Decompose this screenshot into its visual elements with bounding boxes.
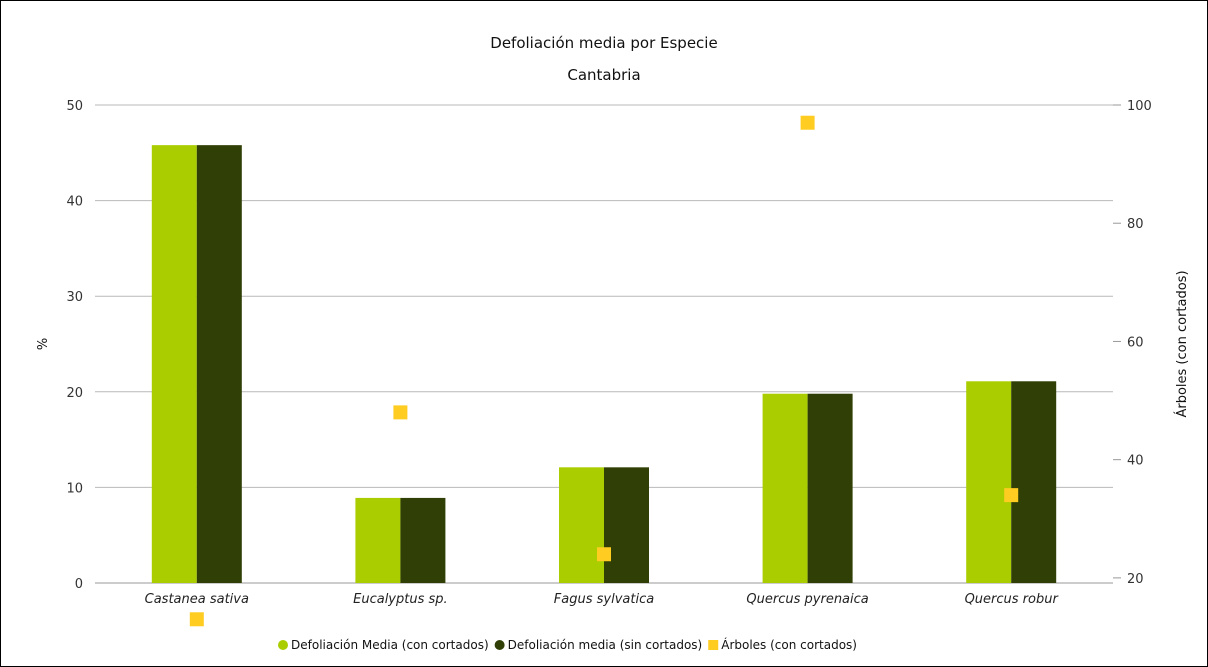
bar bbox=[196, 145, 242, 584]
y-tick-label: 10 bbox=[66, 481, 83, 496]
legend-marker bbox=[494, 640, 505, 650]
bar bbox=[400, 497, 446, 583]
legend: Defoliación Media (con cortados) Defoliac… bbox=[278, 637, 857, 652]
data-point bbox=[189, 612, 204, 627]
bar bbox=[807, 393, 853, 583]
bar bbox=[355, 497, 401, 583]
chart-subtitle: Cantabria bbox=[567, 66, 640, 84]
category-label: Eucalyptus sp. bbox=[353, 592, 448, 607]
y-tick-label: 40 bbox=[66, 195, 83, 210]
y-tick-label: 30 bbox=[66, 290, 83, 305]
y-tick-label: 50 bbox=[66, 99, 83, 114]
left-axis-ticks: 0 10 20 30 40 50 bbox=[66, 99, 83, 592]
right-axis-ticks: 20 40 60 80 100 bbox=[1113, 99, 1152, 587]
left-axis-title: % bbox=[36, 338, 51, 350]
category-label: Fagus sylvatica bbox=[554, 592, 654, 607]
legend-label: Defoliación media (sin cortados) bbox=[508, 638, 703, 652]
category-label: Quercus robur bbox=[965, 592, 1060, 607]
y2-tick-label: 20 bbox=[1127, 572, 1144, 587]
legend-marker bbox=[708, 640, 719, 650]
y-tick-label: 20 bbox=[66, 386, 83, 401]
bars-group bbox=[151, 145, 1057, 584]
bar bbox=[604, 467, 649, 583]
category-label: Quercus pyrenaica bbox=[746, 592, 868, 607]
y2-tick-label: 60 bbox=[1127, 335, 1144, 350]
y2-tick-label: 80 bbox=[1127, 217, 1144, 232]
chart-title: Defoliación media por Especie bbox=[490, 34, 717, 52]
data-point bbox=[800, 115, 815, 130]
category-label: Castanea sativa bbox=[145, 592, 249, 607]
points-group bbox=[189, 115, 1019, 627]
bar bbox=[1011, 381, 1057, 583]
bar bbox=[762, 393, 808, 583]
category-labels: Castanea sativa Eucalyptus sp. Fagus sylva… bbox=[145, 592, 1060, 607]
gridlines bbox=[95, 104, 1113, 584]
y2-tick-label: 40 bbox=[1127, 454, 1144, 469]
bar bbox=[151, 145, 197, 584]
bar bbox=[559, 467, 604, 583]
data-point bbox=[1004, 488, 1019, 503]
legend-label: Árboles (con cortados) bbox=[721, 637, 857, 652]
data-point bbox=[393, 405, 408, 420]
data-point bbox=[597, 547, 611, 562]
y-tick-label: 0 bbox=[75, 577, 83, 592]
right-axis-title: Árboles (con cortados) bbox=[1174, 270, 1190, 417]
bar bbox=[966, 381, 1012, 583]
legend-label: Defoliación Media (con cortados) bbox=[291, 638, 489, 652]
legend-marker bbox=[278, 640, 288, 650]
y2-tick-label: 100 bbox=[1127, 99, 1152, 114]
